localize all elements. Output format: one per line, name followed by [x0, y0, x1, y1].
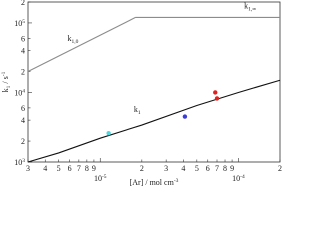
x-tick-label: 4	[181, 164, 185, 173]
x-tick-text: 8	[223, 164, 227, 173]
plot-frame	[27, 1, 281, 163]
x-tick-label: 8	[223, 164, 227, 173]
x-tick-label: 6	[206, 164, 210, 173]
x-tick-label: 2	[278, 164, 282, 173]
y-tick-text: 4	[21, 116, 25, 125]
y-tick-label: 6	[21, 34, 25, 43]
x-tick-text: 10	[94, 174, 102, 183]
x-tick-label: 10-5	[94, 174, 107, 183]
chart: 3 4 5 6 7 8 910-52 3 4 5 6 7 8 910-421032461042461052…	[1, 0, 282, 187]
y-tick-text: 2	[21, 137, 25, 146]
y-tick-label: 2	[21, 68, 25, 77]
x-tick-text: 2	[278, 164, 282, 173]
x-tick-text: 9	[92, 164, 96, 173]
y-tick-label: 2	[21, 137, 25, 146]
x-tick-label: 5	[57, 164, 61, 173]
x-tick-label: 5	[195, 164, 199, 173]
x-tick-text: 7	[77, 164, 81, 173]
x-tick-text: 6	[206, 164, 210, 173]
x-tick-exponent: -5	[102, 174, 107, 180]
x-tick-text: 4	[43, 164, 47, 173]
x-tick-label: 7	[77, 164, 81, 173]
x-tick-label: 8	[85, 164, 89, 173]
x-tick-label: 9	[230, 164, 234, 173]
y-tick-text: 4	[21, 47, 25, 56]
x-tick-label: 3	[26, 164, 30, 173]
data-point	[214, 96, 220, 101]
x-tick-label: 10-4	[232, 174, 245, 183]
x-tick-label: 3	[164, 164, 168, 173]
y-tick-text: 10	[14, 88, 22, 97]
y-tick-exponent: 3	[22, 158, 25, 164]
data-point	[182, 114, 188, 119]
x-tick-label: 4	[43, 164, 47, 173]
curve-label-text: k	[134, 105, 138, 114]
y-tick-label: 104	[14, 88, 25, 97]
x-tick-label: 7	[215, 164, 219, 173]
curve-label-subscript: 1,0	[72, 39, 79, 45]
curve-label: k1,0	[68, 34, 79, 45]
y-tick-label: 6	[21, 104, 25, 113]
y-tick-label: 4	[21, 47, 25, 56]
y-tick-text: 10	[14, 19, 22, 28]
x-axis-exponent: -3	[174, 178, 179, 184]
x-tick-text: 5	[195, 164, 199, 173]
x-tick-text: 3	[164, 164, 168, 173]
x-tick-text: 10	[232, 174, 240, 183]
x-tick-text: 6	[68, 164, 72, 173]
curve-label-text: k	[68, 34, 72, 43]
x-tick-text: 4	[181, 164, 185, 173]
y-axis-label: k1 / s-1	[1, 71, 12, 92]
x-tick-label: 6	[68, 164, 72, 173]
y-tick-exponent: 5	[22, 19, 25, 25]
x-tick-exponent: -4	[240, 174, 245, 180]
y-axis-text: / s	[1, 76, 10, 85]
curve-label-subscript: 1,∞	[248, 7, 256, 13]
y-tick-label: 105	[14, 19, 25, 28]
curve-label: k1,∞	[244, 2, 256, 13]
y-tick-text: 6	[21, 34, 25, 43]
x-tick-text: 5	[57, 164, 61, 173]
x-tick-text: 7	[215, 164, 219, 173]
y-tick-label: 4	[21, 116, 25, 125]
x-tick-text: 2	[140, 164, 144, 173]
x-tick-label: 9	[92, 164, 96, 173]
data-point	[213, 90, 218, 95]
y-tick-label: 2	[21, 0, 25, 7]
x-axis-text: [Ar] / mol cm	[130, 178, 175, 187]
curve-label-subscript: 1	[138, 110, 141, 116]
y-tick-exponent: 4	[22, 88, 25, 94]
x-tick-label: 2	[140, 164, 144, 173]
curve	[27, 16, 136, 73]
x-axis-label: [Ar] / mol cm-3	[130, 178, 179, 187]
curve-label-text: k	[244, 2, 248, 11]
y-axis-subscript: 1	[6, 85, 12, 88]
y-tick-text: 10	[14, 158, 22, 167]
y-tick-label: 103	[14, 158, 25, 167]
x-tick-text: 9	[230, 164, 234, 173]
y-tick-text: 6	[21, 104, 25, 113]
x-tick-text: 8	[85, 164, 89, 173]
y-axis-text: k	[1, 88, 10, 92]
data-point	[106, 130, 111, 136]
y-axis-exponent: -1	[1, 71, 7, 76]
curve-label: k1	[134, 105, 141, 116]
curve	[27, 79, 281, 163]
y-tick-text: 2	[21, 0, 25, 7]
y-tick-text: 2	[21, 68, 25, 77]
x-tick-text: 3	[26, 164, 30, 173]
